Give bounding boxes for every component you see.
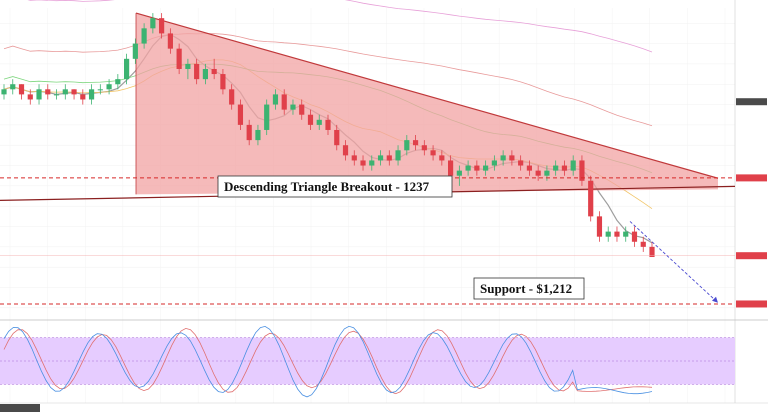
candle-body <box>88 89 95 100</box>
candle-body <box>80 94 86 100</box>
candle-body <box>264 104 270 130</box>
candle-body <box>290 104 296 110</box>
support-callout: Support - $1,212 <box>473 277 585 300</box>
candle-body <box>141 28 147 44</box>
candle-body <box>325 119 331 130</box>
candle-body <box>281 94 287 110</box>
candle-body <box>430 150 436 156</box>
candle-body <box>535 170 541 176</box>
candle-body <box>570 160 576 171</box>
candle-body <box>220 74 226 90</box>
candle-body <box>342 145 349 156</box>
candle-body <box>526 165 532 171</box>
candle-body <box>229 89 235 105</box>
candle-body <box>369 160 375 166</box>
candle-body <box>246 124 252 141</box>
candle-body <box>27 94 33 100</box>
candle-body <box>518 160 524 166</box>
candle-body <box>404 140 410 151</box>
candle-body <box>614 231 620 237</box>
candle-body <box>491 160 497 166</box>
stoch-d-line <box>3 327 653 395</box>
candle-body <box>377 155 384 161</box>
candle-body <box>412 140 419 146</box>
candle-body <box>62 89 68 95</box>
candle-body <box>167 33 173 49</box>
candle-body <box>421 145 427 151</box>
time-axis-bg <box>0 403 768 413</box>
candle-body <box>395 150 401 161</box>
candle-body <box>456 170 462 176</box>
candle-body <box>255 129 261 141</box>
candle-body <box>36 89 42 100</box>
candle-body <box>159 18 165 34</box>
breakout-label: Descending Triangle Breakout - 1237 <box>224 179 430 194</box>
candle-body <box>316 119 322 125</box>
candle-body <box>71 89 77 95</box>
candle-body <box>176 48 182 69</box>
candle-body <box>623 231 629 237</box>
stoch-k-line <box>3 325 653 398</box>
candle-body <box>561 165 568 171</box>
candle-body <box>605 231 611 237</box>
time-cursor-badge <box>0 404 40 412</box>
candle-body <box>509 155 515 161</box>
candle-body <box>579 160 585 181</box>
candle-body <box>544 170 550 176</box>
candle-body <box>124 58 130 80</box>
breakout-callout: Descending Triangle Breakout - 1237 <box>217 175 453 198</box>
candle-body <box>237 104 244 125</box>
candle-body <box>360 160 366 166</box>
candle-body <box>351 155 357 161</box>
candle-body <box>588 180 594 217</box>
candle-body <box>194 63 200 80</box>
candle-body <box>132 43 138 59</box>
candle-body <box>483 165 489 171</box>
candle-body <box>45 89 51 95</box>
candle-body <box>448 160 454 176</box>
candle-body <box>211 68 217 75</box>
smma-200-line <box>27 0 653 53</box>
price-badge <box>736 98 767 106</box>
candle-body <box>386 155 392 161</box>
candle-body <box>185 63 191 69</box>
candle-body <box>150 18 156 29</box>
price-badge <box>736 174 767 182</box>
price-badge <box>736 252 767 260</box>
price-badge <box>736 300 767 308</box>
candle-body <box>649 246 655 258</box>
candle-body <box>115 79 121 85</box>
candle-body <box>18 84 25 95</box>
descending-triangle <box>136 13 718 195</box>
triangle-upper-edge <box>135 12 719 179</box>
smma-100-line <box>3 33 653 127</box>
candle-body <box>439 155 445 161</box>
candle-body <box>631 231 638 242</box>
candle-body <box>474 165 480 171</box>
candle-body <box>97 89 103 91</box>
candle-body <box>1 89 7 95</box>
candle-body <box>500 155 506 161</box>
projection-arrow-head <box>712 296 718 303</box>
candle-body <box>307 114 314 125</box>
candle-body <box>465 165 471 171</box>
candle-body <box>106 84 112 90</box>
support-label: Support - $1,212 <box>480 281 572 296</box>
candle-body <box>596 216 603 237</box>
candle-body <box>202 68 208 80</box>
candle-body <box>299 104 305 115</box>
candle-body <box>272 94 279 105</box>
candle-body <box>640 241 646 247</box>
candle-body <box>553 165 559 171</box>
price-axis-bg <box>735 0 768 405</box>
candle-body <box>53 94 60 96</box>
candle-body <box>334 129 340 146</box>
candle-body <box>10 84 16 90</box>
